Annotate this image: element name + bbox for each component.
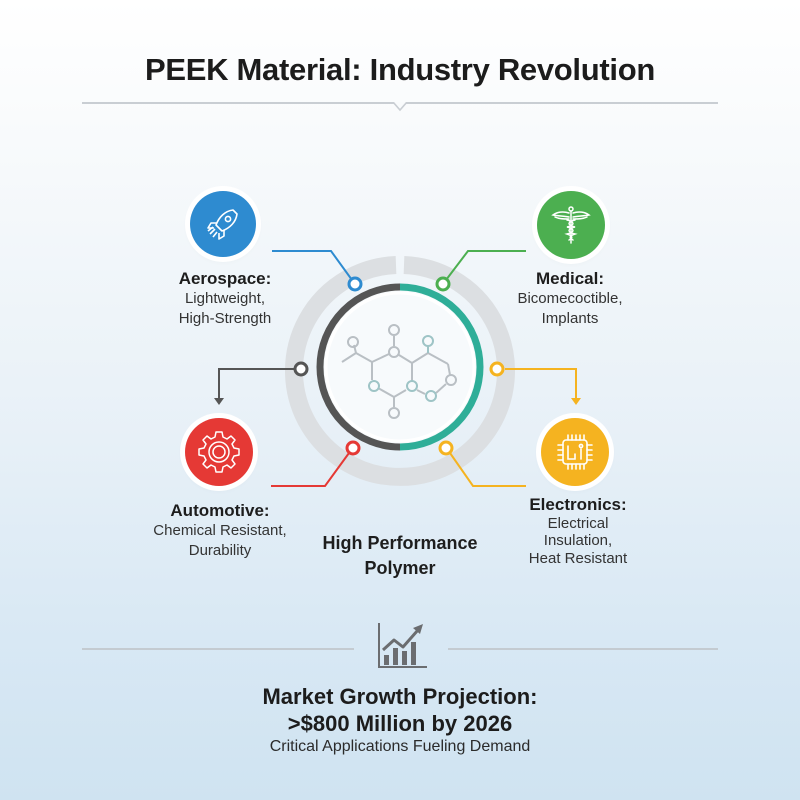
- electronics-icon-badge: [541, 418, 609, 486]
- rocket-icon: [207, 209, 238, 240]
- microchip-icon: [557, 434, 593, 470]
- ring-teal-half: [399, 283, 484, 451]
- title-divider-notch: [393, 102, 407, 112]
- aerospace-connector: [272, 250, 363, 292]
- center-label: High Performance Polymer: [300, 531, 500, 581]
- center-label-line: High Performance: [322, 533, 478, 553]
- aerospace-desc-line: High-Strength: [178, 310, 272, 327]
- electronics-desc-line: Insulation,: [543, 532, 613, 549]
- medical-label: Medical: Bicomecoctible, Implants: [495, 268, 645, 329]
- medical-desc-line: Bicomecoctible,: [517, 290, 623, 307]
- medical-connector: [435, 250, 526, 292]
- electronics-title: Electronics:: [529, 495, 627, 514]
- electronics-lower-connector: [438, 440, 526, 487]
- medical-title: Medical:: [535, 269, 605, 288]
- aerospace-title: Aerospace:: [178, 269, 272, 288]
- electronics-connector: [489, 361, 581, 405]
- aerospace-label: Aerospace: Lightweight, High-Strength: [145, 268, 305, 329]
- ring-dark-half: [316, 283, 401, 451]
- automotive-connector: [214, 361, 309, 405]
- footer-divider-right: [448, 648, 718, 650]
- medical-desc-line: Implants: [541, 310, 599, 327]
- aerospace-icon-badge: [190, 191, 256, 257]
- automotive-icon-badge: [185, 418, 253, 486]
- automotive-desc-line: Durability: [188, 542, 252, 559]
- page-title: PEEK Material: Industry Revolution: [145, 52, 655, 87]
- footer-divider-left: [82, 648, 354, 650]
- center-label-line: Polymer: [364, 558, 436, 578]
- automotive-title: Automotive:: [170, 501, 270, 520]
- electronics-label: Electronics: Electrical Insulation, Heat…: [498, 494, 658, 569]
- molecule-structure-icon: [341, 324, 457, 419]
- electronics-desc-line: Heat Resistant: [528, 550, 628, 567]
- market-growth-subtitle: Critical Applications Fueling Demand: [269, 738, 531, 755]
- caduceus-icon: [551, 206, 591, 244]
- automotive-desc-line: Chemical Resistant,: [153, 522, 287, 539]
- automotive-label: Automotive: Chemical Resistant, Durabili…: [140, 500, 300, 561]
- medical-icon-badge: [537, 191, 605, 259]
- automotive-lower-connector: [271, 440, 361, 487]
- center-disc: [320, 287, 480, 447]
- outer-ring: [285, 256, 515, 486]
- electronics-desc-line: Electrical: [547, 515, 609, 532]
- market-growth-value: >$800 Million by 2026: [287, 711, 513, 736]
- gear-icon: [198, 431, 240, 473]
- market-growth-title: Market Growth Projection:: [262, 684, 538, 709]
- growth-chart-icon: [378, 623, 427, 668]
- aerospace-desc-line: Lightweight,: [184, 290, 266, 307]
